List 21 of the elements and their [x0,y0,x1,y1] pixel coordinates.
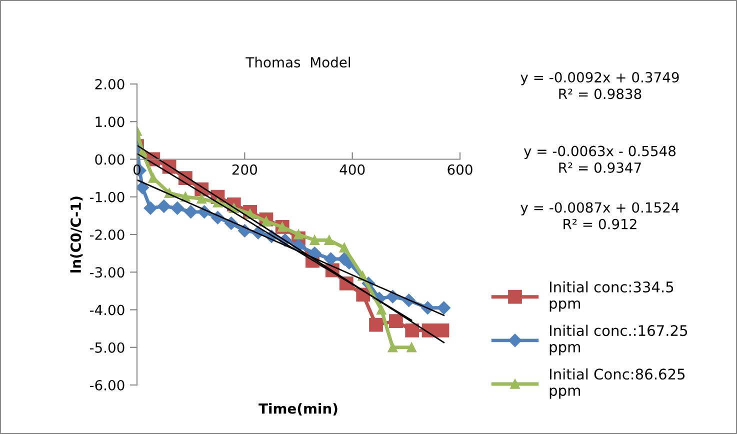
y-axis-title: ln(C0/C-1) [70,196,83,272]
y-tick-label: -6.00 [90,380,124,390]
y-tick-label: -3.00 [90,267,124,278]
y-tick-label: 2.00 [95,78,124,90]
legend-label: Initial Conc:86.625 ppm [550,368,685,399]
x-axis-title: Time(min) [258,403,338,416]
x-tick-label: 600 [448,164,472,175]
legend-label: Initial conc.:167.25 ppm [550,324,688,356]
y-tick-label: -5.00 [90,342,124,353]
y-tick-label: 1.00 [96,116,124,128]
y-tick-label: -4.00 [90,304,124,316]
text: y = -0.0087x + 0.1524 R² = 0.912 [520,202,680,230]
y-tick-label: -1.00 [90,192,124,202]
chart-title: Thomas Model [246,56,350,68]
y-tick-label: -2.00 [90,229,124,240]
x-tick-label: 200 [232,164,257,175]
x-tick-label: 400 [340,164,365,175]
y-tick-label: 0.00 [95,154,124,165]
legend-label: Initial conc:334.5 ppm [550,281,674,312]
text: y = -0.0092x + 0.3749 R² = 0.9838 [520,72,679,100]
text: y = -0.0063x - 0.5548 R² = 0.9347 [524,146,676,173]
